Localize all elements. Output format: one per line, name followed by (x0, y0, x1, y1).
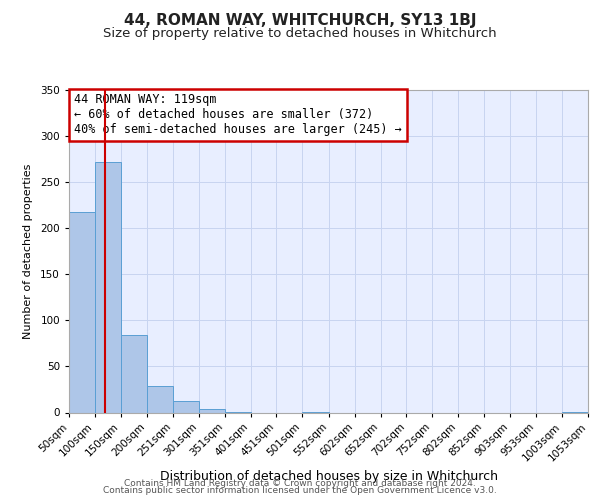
Bar (121, 335, 146, 412)
Bar (146, 386, 173, 412)
Bar (173, 400, 199, 412)
X-axis label: Distribution of detached houses by size in Whitchurch: Distribution of detached houses by size … (160, 470, 497, 483)
Bar (95, 162, 121, 412)
Bar (199, 409, 225, 412)
Text: Contains public sector information licensed under the Open Government Licence v3: Contains public sector information licen… (103, 486, 497, 495)
Text: 44 ROMAN WAY: 119sqm
← 60% of detached houses are smaller (372)
40% of semi-deta: 44 ROMAN WAY: 119sqm ← 60% of detached h… (74, 93, 402, 136)
Text: Contains HM Land Registry data © Crown copyright and database right 2024.: Contains HM Land Registry data © Crown c… (124, 478, 476, 488)
Text: Size of property relative to detached houses in Whitchurch: Size of property relative to detached ho… (103, 28, 497, 40)
Y-axis label: Number of detached properties: Number of detached properties (23, 164, 33, 339)
Bar (69, 212, 95, 412)
Text: 44, ROMAN WAY, WHITCHURCH, SY13 1BJ: 44, ROMAN WAY, WHITCHURCH, SY13 1BJ (124, 12, 476, 28)
